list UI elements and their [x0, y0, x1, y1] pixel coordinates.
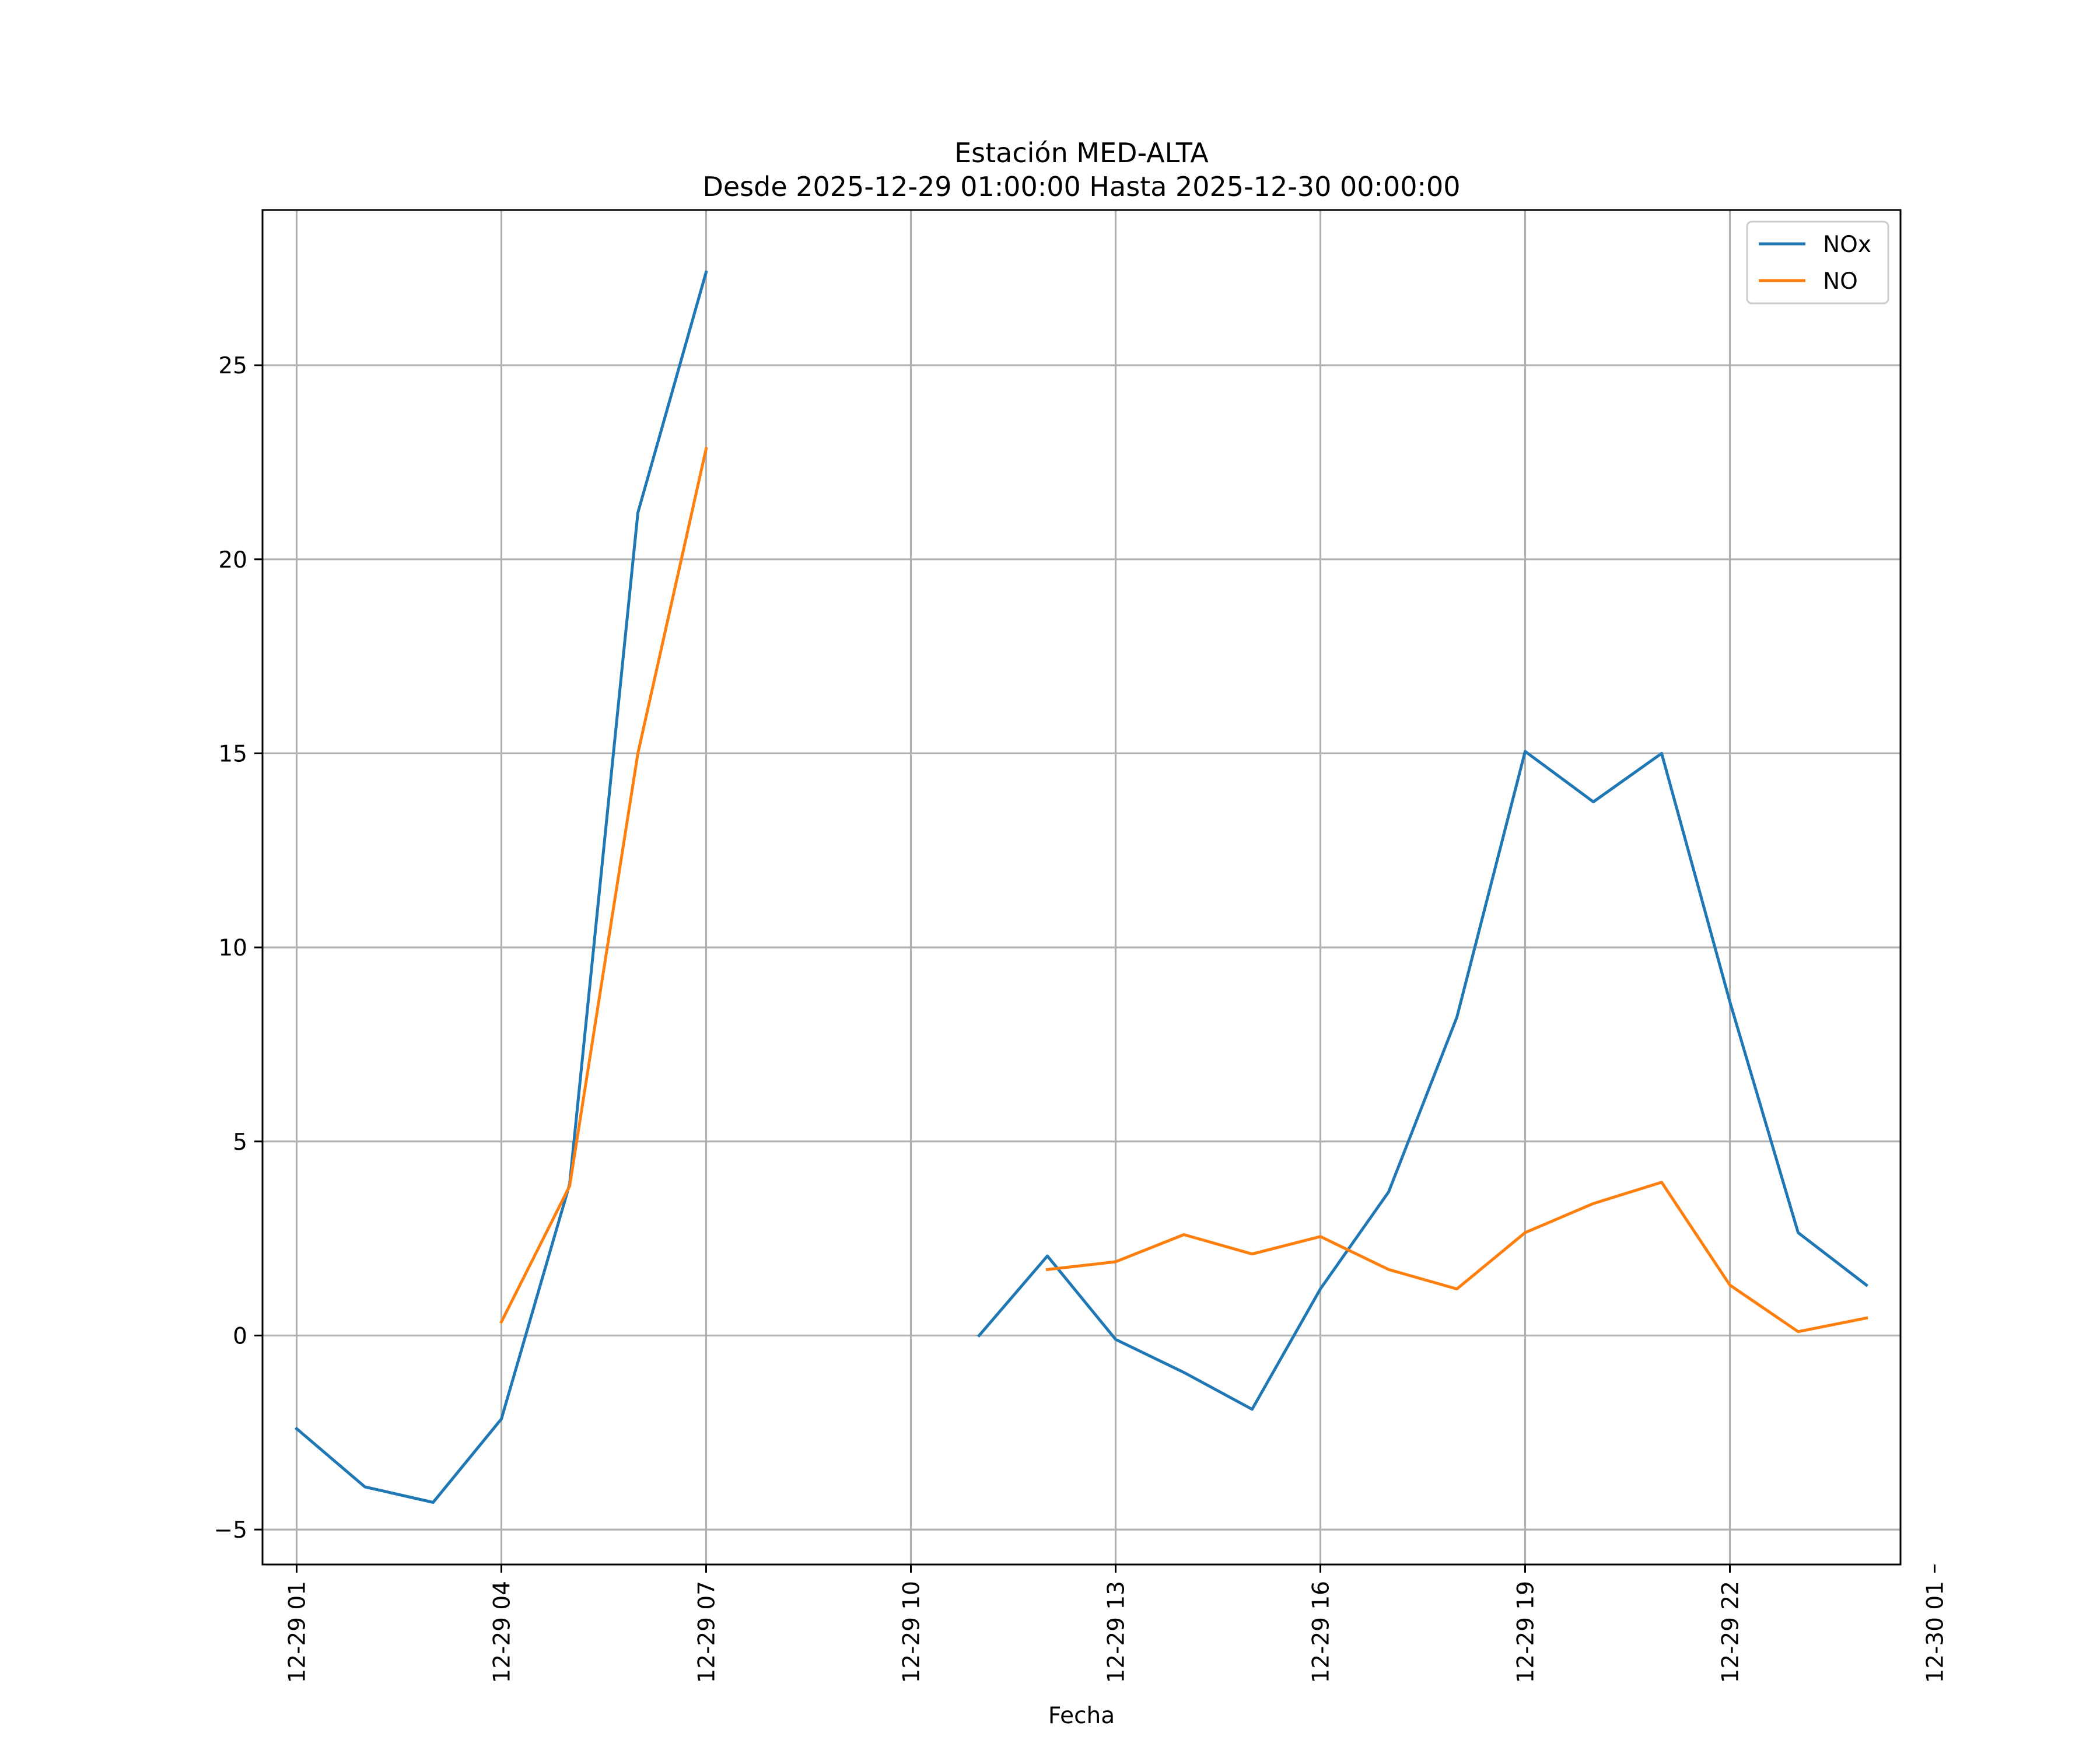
legend-box: [1746, 220, 1889, 304]
chart-title-line2: Desde 2025-12-29 01:00:00 Hasta 2025-12-…: [702, 171, 1460, 202]
y-tick-label: 15: [218, 741, 247, 767]
y-tick-label: 5: [233, 1129, 247, 1156]
legend: NOx NO: [1746, 220, 1889, 304]
series-layer: [294, 270, 1869, 1504]
y-tick-label: 25: [218, 353, 247, 379]
x-tick-label: 12-30 01: [1923, 1581, 1949, 1683]
legend-label-no: NO: [1823, 268, 1858, 295]
x-tick-label: 12-29 19: [1513, 1581, 1539, 1683]
y-tick-label: 0: [233, 1323, 247, 1349]
x-tick-label: 12-29 10: [899, 1581, 925, 1683]
x-tick-label: 12-29 07: [694, 1581, 720, 1683]
plot-frame: [261, 209, 1902, 1566]
series-line-nox: [977, 750, 1869, 1411]
y-tick-label: 20: [218, 547, 247, 573]
chart-title-line1: Estación MED-ALTA: [954, 137, 1209, 169]
grid-layer: [262, 210, 1901, 1564]
series-line-no: [1045, 1181, 1868, 1334]
x-tick-label: 12-29 04: [489, 1581, 516, 1683]
x-tick-label: 12-29 13: [1104, 1581, 1130, 1683]
x-tick-label: 12-29 16: [1308, 1581, 1335, 1683]
x-tick-label: 12-29 22: [1718, 1581, 1744, 1683]
legend-label-nox: NOx: [1823, 232, 1871, 258]
y-tick-label: 10: [218, 935, 247, 961]
x-tick-label: 12-29 01: [285, 1581, 311, 1683]
series-line-no: [499, 447, 708, 1324]
tick-layer: 12-29 01 12-29 04 12-29 07 12-29 10 12-29 13…: [214, 353, 1949, 1683]
series-line-nox: [294, 270, 708, 1504]
x-axis-label: Fecha: [1048, 1703, 1115, 1729]
y-tick-label: −5: [214, 1517, 248, 1544]
